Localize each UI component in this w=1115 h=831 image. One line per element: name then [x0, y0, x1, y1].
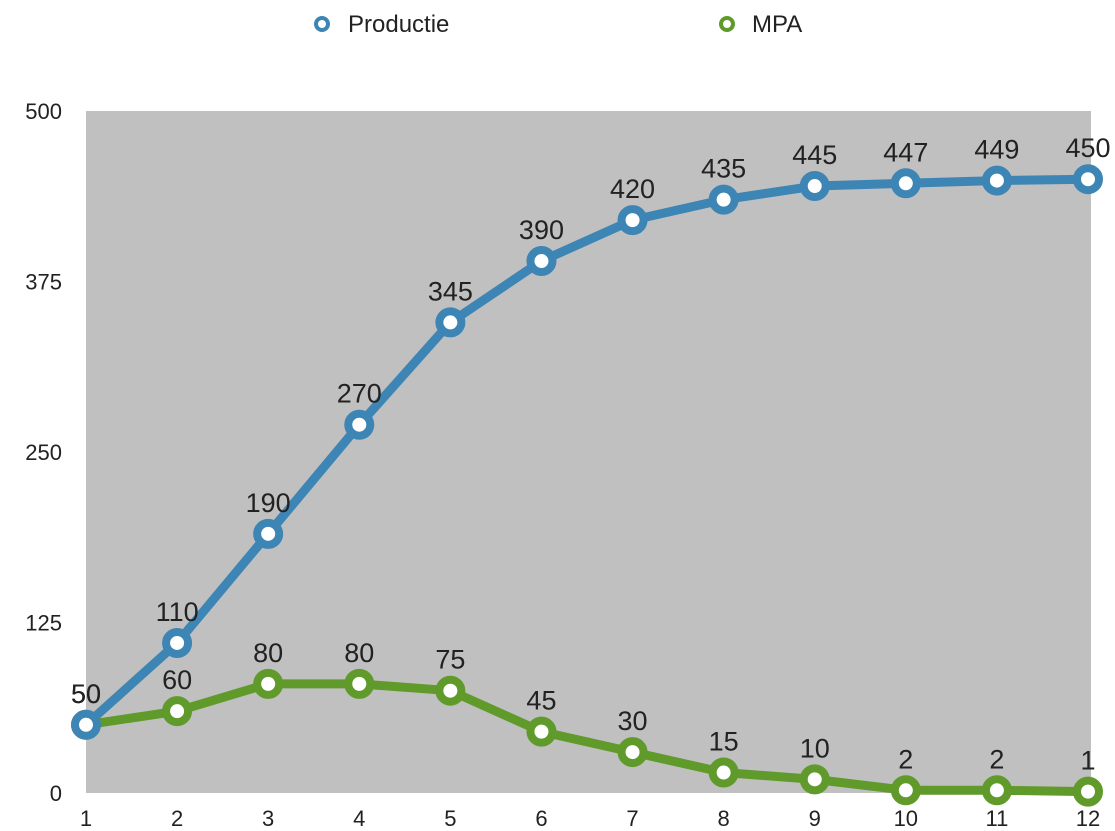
data-point-mpa	[253, 668, 284, 699]
x-tick-label: 2	[171, 806, 183, 831]
data-label-productie: 110	[156, 597, 199, 627]
data-label-mpa: 30	[618, 706, 648, 736]
data-label-mpa: 80	[344, 638, 374, 668]
legend-item-productie: Productie	[314, 11, 449, 38]
data-point-mpa	[890, 775, 921, 806]
data-label-mpa: 50	[71, 679, 101, 709]
data-point-mpa	[981, 775, 1012, 806]
legend-marker-productie	[314, 16, 330, 32]
legend-item-mpa: MPA	[719, 11, 802, 38]
data-point-productie	[1073, 164, 1103, 195]
series-productie	[71, 164, 1103, 740]
data-label-productie: 450	[1065, 133, 1110, 163]
legend-marker-mpa	[719, 16, 735, 32]
x-tick-label: 1	[80, 806, 92, 831]
data-point-productie	[71, 709, 101, 740]
y-tick-label: 500	[25, 99, 62, 124]
data-label-mpa: 45	[526, 686, 556, 716]
data-label-productie: 345	[428, 276, 473, 306]
data-point-mpa	[526, 716, 557, 747]
y-tick-label: 0	[50, 781, 62, 806]
data-label-mpa: 1	[1080, 746, 1095, 776]
data-point-productie	[981, 165, 1012, 196]
data-point-productie	[526, 246, 557, 277]
data-label-productie: 447	[883, 137, 928, 167]
data-label-mpa: 10	[800, 733, 830, 763]
data-point-mpa	[617, 737, 648, 768]
plot-area-background	[86, 111, 1091, 793]
data-point-mpa	[435, 675, 466, 706]
data-label-mpa: 60	[162, 665, 192, 695]
legend-label-productie: Productie	[348, 11, 449, 38]
x-tick-label: 8	[718, 806, 730, 831]
x-tick-label: 7	[626, 806, 638, 831]
x-tick-label: 9	[809, 806, 821, 831]
data-point-productie	[253, 518, 284, 549]
x-tick-label: 4	[353, 806, 365, 831]
data-label-mpa: 75	[435, 645, 465, 675]
data-label-productie: 190	[246, 488, 291, 518]
x-tick-label: 5	[444, 806, 456, 831]
data-point-productie	[162, 627, 193, 658]
data-label-mpa: 15	[709, 727, 739, 757]
y-axis-tick-labels: 0 125 250 375 500	[25, 99, 62, 806]
data-label-productie: 270	[337, 379, 382, 409]
data-label-mpa: 80	[253, 638, 283, 668]
x-tick-label: 11	[985, 806, 1008, 831]
data-point-productie	[708, 184, 739, 215]
series-line-mpa	[81, 679, 1093, 797]
data-point-productie	[435, 307, 466, 338]
data-point-mpa	[799, 764, 830, 795]
data-point-productie	[890, 168, 921, 199]
data-label-productie: 50	[71, 679, 101, 709]
y-tick-label: 250	[25, 440, 62, 465]
data-label-productie: 445	[792, 140, 837, 170]
data-label-productie: 390	[519, 215, 564, 245]
data-point-productie	[617, 205, 648, 236]
series-line-productie	[81, 174, 1093, 730]
x-tick-label: 10	[894, 806, 918, 831]
x-tick-label: 3	[262, 806, 274, 831]
data-point-productie	[344, 409, 375, 440]
data-label-productie: 420	[610, 174, 655, 204]
x-tick-label: 6	[535, 806, 547, 831]
data-point-mpa	[162, 696, 193, 727]
data-label-mpa: 2	[989, 744, 1004, 774]
legend: Productie MPA	[314, 11, 802, 38]
data-point-mpa	[1073, 776, 1103, 807]
data-label-mpa: 2	[898, 744, 913, 774]
data-label-productie: 449	[974, 135, 1019, 165]
data-point-productie	[799, 171, 830, 202]
x-tick-label: 12	[1076, 806, 1100, 831]
data-point-mpa	[708, 757, 739, 788]
y-tick-label: 125	[25, 611, 62, 636]
data-point-mpa	[344, 668, 375, 699]
x-axis-tick-labels: 1 2 3 4 5 6 7 8 9 10 11 12	[80, 806, 1100, 831]
y-tick-label: 375	[25, 270, 62, 295]
data-label-productie: 435	[701, 154, 746, 184]
legend-label-mpa: MPA	[752, 11, 802, 38]
